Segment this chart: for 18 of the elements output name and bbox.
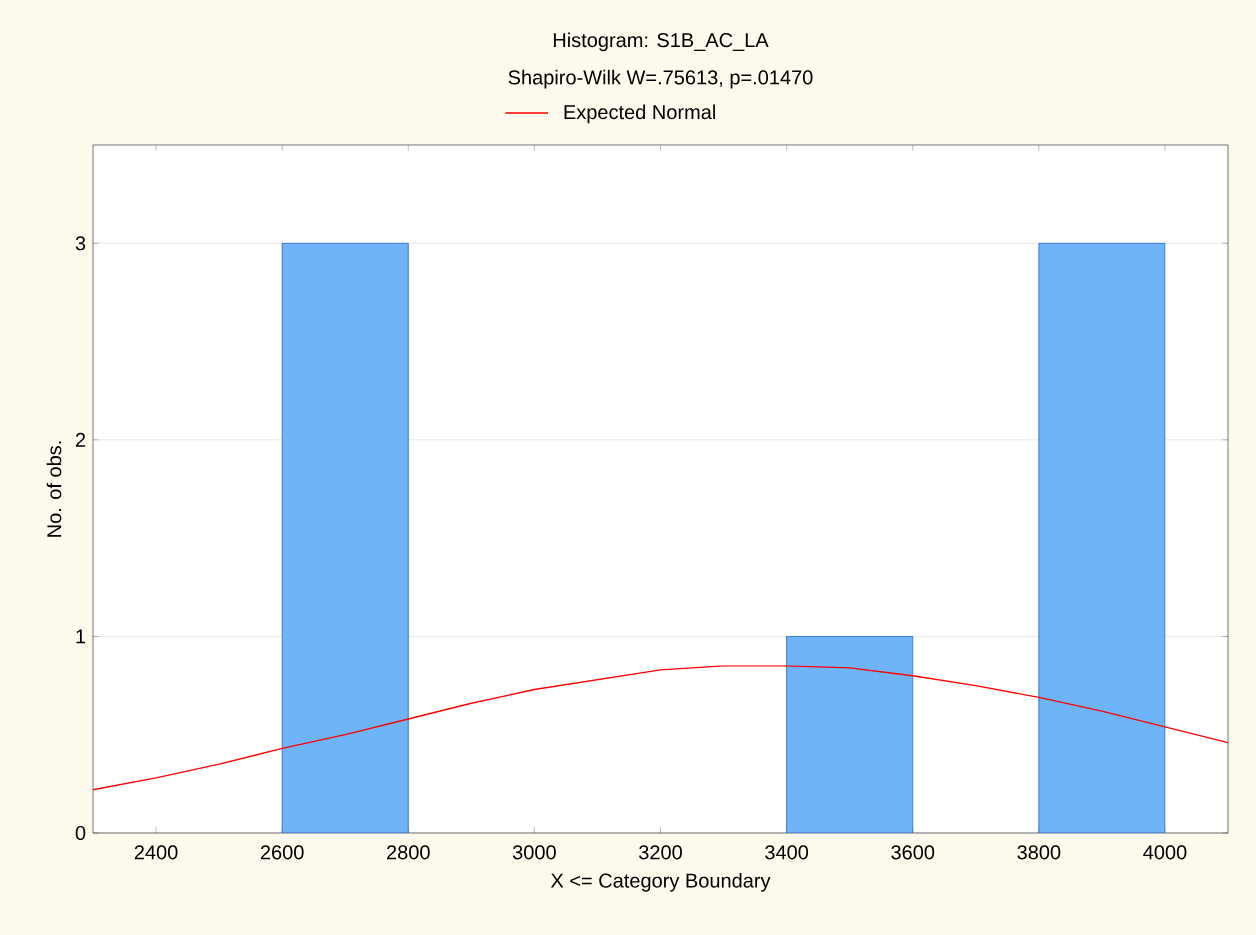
chart-title: Histogram: S1B_AC_LA (553, 32, 769, 52)
chart-subtitle: Shapiro-Wilk W=.75613, p=.01470 (508, 69, 813, 89)
x-tick-label: 2600 (260, 845, 304, 860)
x-tick-label: 4000 (1143, 845, 1187, 860)
y-axis-title: No. of obs. (46, 441, 62, 537)
x-tick-label: 3800 (1017, 845, 1061, 860)
x-tick-label: 3600 (891, 845, 935, 860)
x-tick-label: 3200 (639, 845, 682, 860)
x-tick-label: 3400 (765, 845, 809, 860)
x-tick-label: 3000 (512, 845, 556, 860)
y-tick-label: 2 (75, 432, 86, 447)
y-tick-label: 3 (75, 236, 86, 251)
legend-label: Expected Normal (564, 104, 715, 124)
x-tick-label: 2800 (387, 845, 430, 860)
x-tick-label: 2400 (134, 845, 178, 860)
x-axis-title: X <= Category Boundary (550, 873, 771, 892)
y-tick-label: 0 (75, 825, 86, 841)
y-tick-label: 1 (76, 629, 86, 644)
